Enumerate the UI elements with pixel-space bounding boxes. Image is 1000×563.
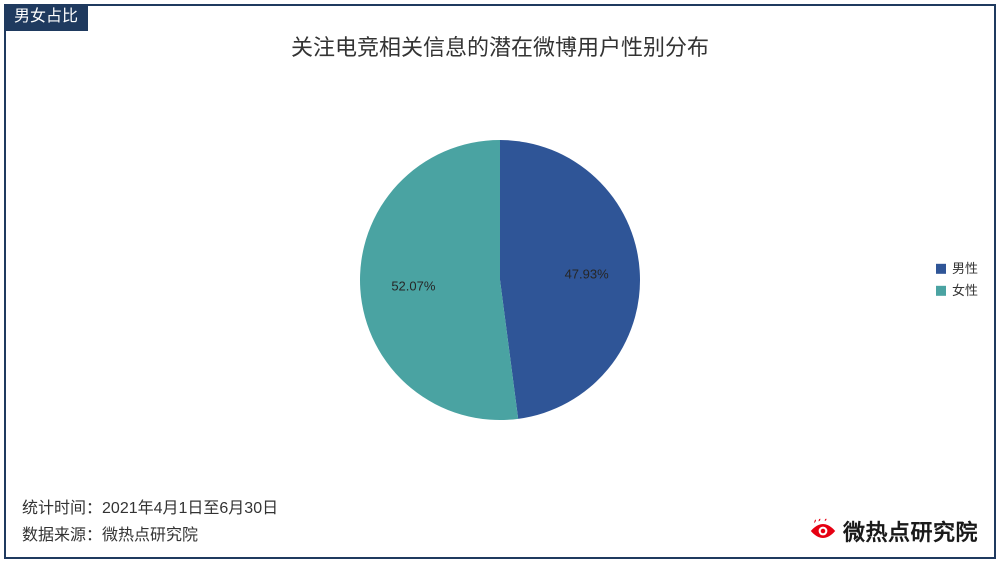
legend-label: 女性 <box>952 282 978 300</box>
legend: 男性女性 <box>936 256 978 304</box>
logo-eye-icon <box>809 517 837 545</box>
legend-item-female: 女性 <box>936 282 978 300</box>
pie-slice-female <box>360 140 518 420</box>
footer-meta: 统计时间：2021年4月1日至6月30日 数据来源：微热点研究院 <box>22 495 278 549</box>
legend-item-male: 男性 <box>936 260 978 278</box>
data-source-value: 微热点研究院 <box>102 527 198 544</box>
legend-swatch <box>936 286 946 296</box>
slice-label-male: 47.93% <box>565 267 609 282</box>
legend-swatch <box>936 264 946 274</box>
stat-period: 统计时间：2021年4月1日至6月30日 <box>22 495 278 522</box>
stat-period-value: 2021年4月1日至6月30日 <box>102 500 278 517</box>
section-badge: 男女占比 <box>4 4 88 31</box>
legend-label: 男性 <box>952 260 978 278</box>
logo-text: 微热点研究院 <box>843 515 978 547</box>
data-source: 数据来源：微热点研究院 <box>22 522 278 549</box>
pie-chart: 男性女性 47.93% 52.07% <box>0 110 1000 450</box>
stat-period-prefix: 统计时间： <box>22 500 102 517</box>
brand-logo: 微热点研究院 <box>809 515 978 547</box>
chart-title: 关注电竞相关信息的潜在微博用户性别分布 <box>0 30 1000 62</box>
data-source-prefix: 数据来源： <box>22 527 102 544</box>
slice-label-female: 52.07% <box>391 278 435 293</box>
